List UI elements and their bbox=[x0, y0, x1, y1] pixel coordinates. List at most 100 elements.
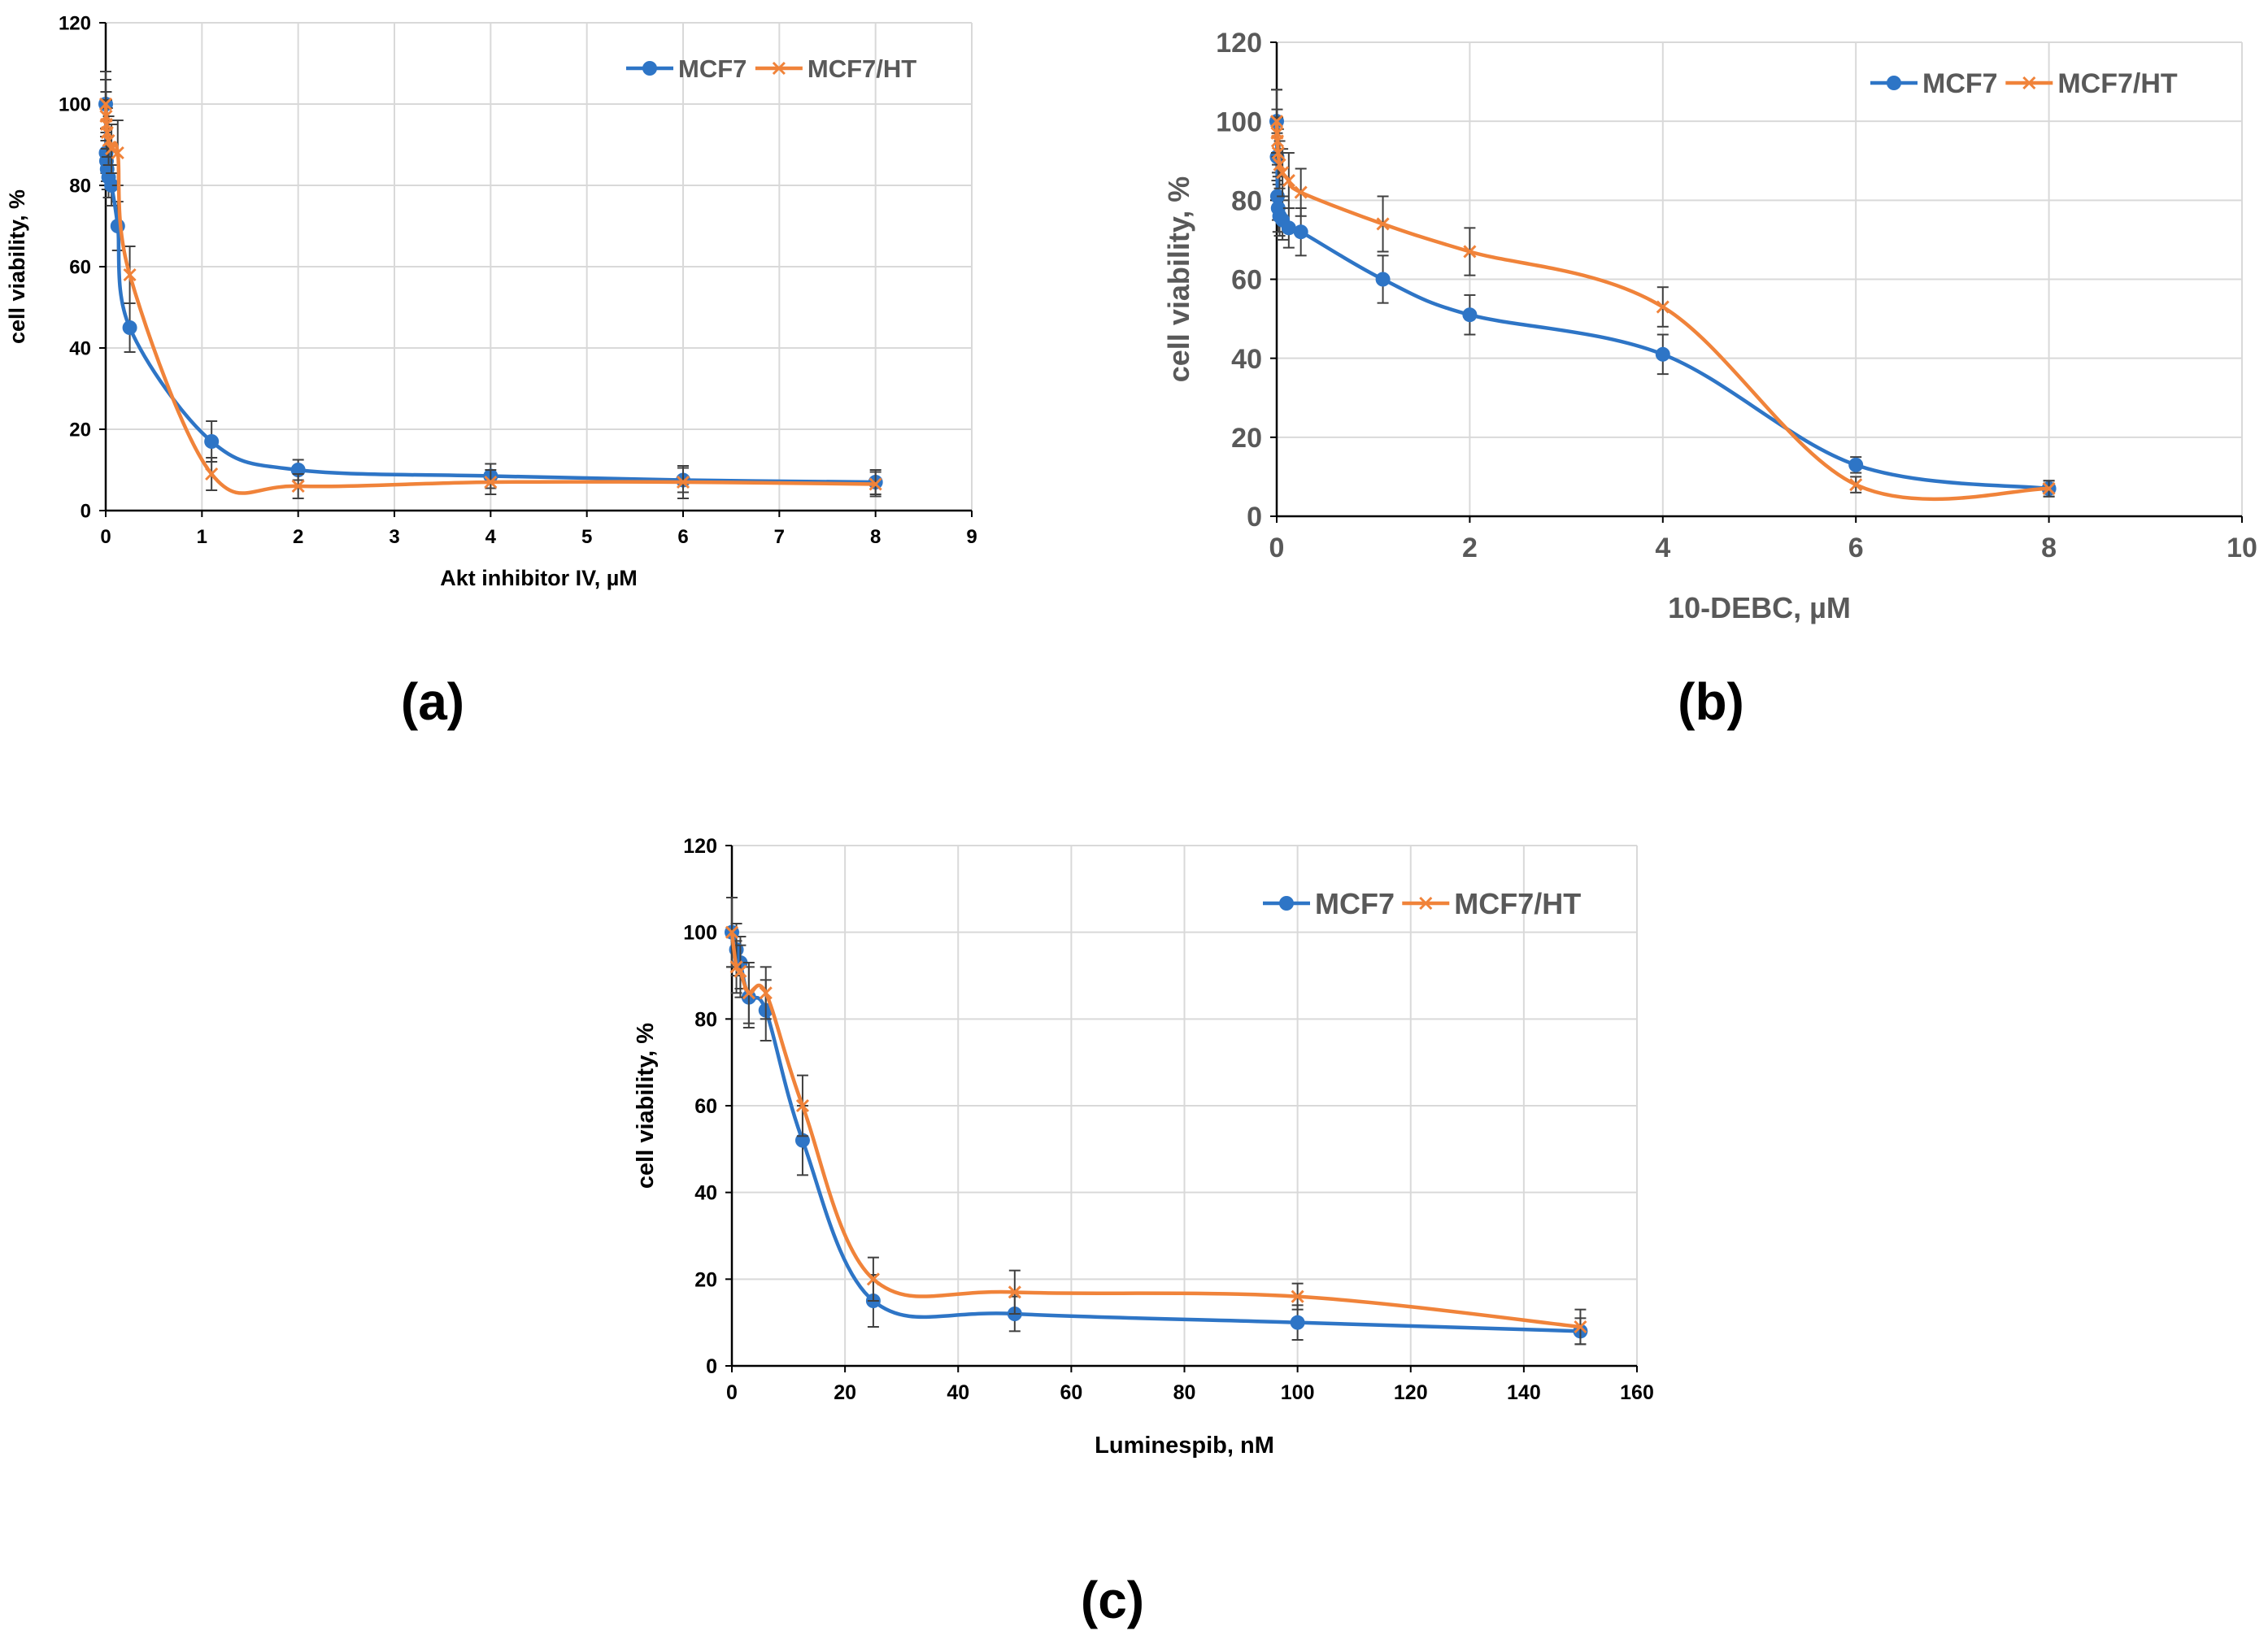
y-tick-label: 0 bbox=[1247, 502, 1262, 533]
y-tick-label: 80 bbox=[694, 1008, 717, 1031]
marker-stroke bbox=[1269, 115, 1284, 128]
legend-marker bbox=[772, 61, 786, 76]
x-tick-label: 10 bbox=[2227, 533, 2257, 563]
x-tick-label: 40 bbox=[947, 1381, 969, 1404]
legend-label: MCF7 bbox=[1315, 887, 1395, 920]
y-tick-label: 120 bbox=[683, 835, 717, 858]
data-point bbox=[111, 146, 124, 160]
y-tick-label: 40 bbox=[694, 1182, 717, 1205]
marker-stroke bbox=[2042, 481, 2056, 496]
data-point bbox=[1294, 185, 1308, 199]
y-tick-label: 60 bbox=[1231, 265, 1262, 296]
y-tick-label: 120 bbox=[59, 13, 91, 35]
y-tick-label: 20 bbox=[69, 420, 91, 441]
data-point bbox=[1376, 217, 1390, 231]
marker-stroke bbox=[734, 964, 747, 978]
legend-label: MCF7/HT bbox=[808, 54, 916, 83]
data-point bbox=[291, 479, 305, 494]
legend-item: MCF7/HT bbox=[2005, 68, 2178, 99]
marker-stroke bbox=[1271, 146, 1285, 160]
panel-label: (c) bbox=[1081, 1571, 1144, 1629]
y-tick-label: 0 bbox=[81, 501, 91, 523]
data-point bbox=[2042, 481, 2056, 496]
x-axis-title: Akt inhibitor IV, µM bbox=[440, 566, 638, 590]
data-point bbox=[1273, 158, 1286, 172]
series-mcf7-ht bbox=[98, 71, 882, 499]
data-point bbox=[122, 320, 137, 335]
data-point bbox=[104, 178, 120, 193]
x-tick-label: 4 bbox=[1655, 533, 1670, 563]
data-point bbox=[1462, 307, 1478, 323]
legend-marker bbox=[2022, 76, 2036, 90]
data-point bbox=[1293, 224, 1308, 240]
marker-stroke bbox=[484, 475, 498, 489]
series-line bbox=[729, 930, 1582, 1333]
marker-stroke bbox=[111, 146, 124, 160]
data-point bbox=[1849, 478, 1863, 492]
data-point bbox=[105, 141, 119, 156]
data-point bbox=[1270, 134, 1285, 148]
marker-stroke bbox=[1574, 1320, 1587, 1334]
y-tick-label: 120 bbox=[1216, 28, 1262, 59]
marker-stroke bbox=[1008, 1285, 1021, 1299]
y-tick-label: 60 bbox=[694, 1095, 717, 1118]
x-tick-label: 7 bbox=[774, 526, 785, 548]
y-tick-label: 80 bbox=[69, 176, 91, 198]
chart-a: 0 1 2 3 4 5 6 7 8 9 0 20 40 60 80 100 120 Akt inhibitor I… bbox=[5, 13, 977, 731]
y-tick-label: 40 bbox=[69, 338, 91, 360]
data-point bbox=[868, 477, 882, 491]
x-tick-label: 0 bbox=[100, 526, 111, 548]
marker-stroke bbox=[868, 477, 882, 491]
legend-label: MCF7/HT bbox=[1454, 887, 1581, 920]
marker-stroke bbox=[1656, 300, 1669, 314]
legend-item: MCF7/HT bbox=[755, 54, 916, 83]
x-axis-title: Luminespib, nM bbox=[1095, 1433, 1274, 1459]
x-tick-label: 1 bbox=[197, 526, 207, 548]
data-point bbox=[1008, 1285, 1021, 1299]
marker-stroke bbox=[795, 1098, 810, 1113]
data-point bbox=[1574, 1320, 1587, 1334]
data-point bbox=[123, 267, 137, 282]
data-point bbox=[204, 434, 220, 449]
y-tick-label: 100 bbox=[59, 94, 91, 116]
x-axis-title: 10-DEBC, µM bbox=[1668, 591, 1851, 624]
x-tick-label: 4 bbox=[485, 526, 497, 548]
marker-stroke bbox=[102, 133, 115, 148]
x-tick-label: 2 bbox=[293, 526, 303, 548]
legend-item: MCF7/HT bbox=[1402, 887, 1581, 920]
series-mcf7-ht bbox=[725, 897, 1587, 1346]
data-point bbox=[725, 925, 739, 939]
marker-stroke bbox=[725, 925, 739, 939]
y-tick-label: 60 bbox=[69, 257, 91, 279]
marker-stroke bbox=[1270, 134, 1285, 148]
legend-marker bbox=[642, 61, 657, 76]
data-point bbox=[866, 1272, 880, 1286]
x-tick-label: 5 bbox=[581, 526, 592, 548]
data-point bbox=[1290, 1315, 1305, 1330]
y-tick-label: 100 bbox=[683, 922, 717, 945]
data-point bbox=[1282, 173, 1295, 188]
series-mcf7 bbox=[725, 897, 1588, 1346]
marker-stroke bbox=[1849, 478, 1863, 492]
x-tick-label: 8 bbox=[870, 526, 881, 548]
legend-item: MCF7 bbox=[626, 54, 747, 83]
legend-marker bbox=[1887, 76, 1901, 90]
legend-marker bbox=[1279, 896, 1294, 911]
marker-stroke bbox=[759, 986, 773, 1000]
x-tick-label: 160 bbox=[1620, 1381, 1654, 1404]
data-point bbox=[1271, 146, 1285, 160]
x-tick-label: 6 bbox=[1848, 533, 1864, 563]
legend: MCF7 MCF7/HT bbox=[626, 54, 916, 83]
legend-item: MCF7 bbox=[1870, 68, 1998, 99]
series-mcf7-ht bbox=[1269, 89, 2056, 502]
legend-label: MCF7 bbox=[678, 54, 747, 83]
legend: MCF7 MCF7/HT bbox=[1870, 68, 2178, 99]
data-point bbox=[1281, 220, 1296, 236]
legend-label: MCF7/HT bbox=[2057, 68, 2178, 99]
x-tick-label: 120 bbox=[1394, 1381, 1428, 1404]
marker-stroke bbox=[1291, 1289, 1304, 1303]
data-point bbox=[742, 986, 755, 1000]
marker-stroke bbox=[1463, 245, 1477, 259]
chart-c: 0 20 40 60 80 100 120 140 160 0 20 40 60 80 100 120 Lumi… bbox=[633, 835, 1654, 1629]
